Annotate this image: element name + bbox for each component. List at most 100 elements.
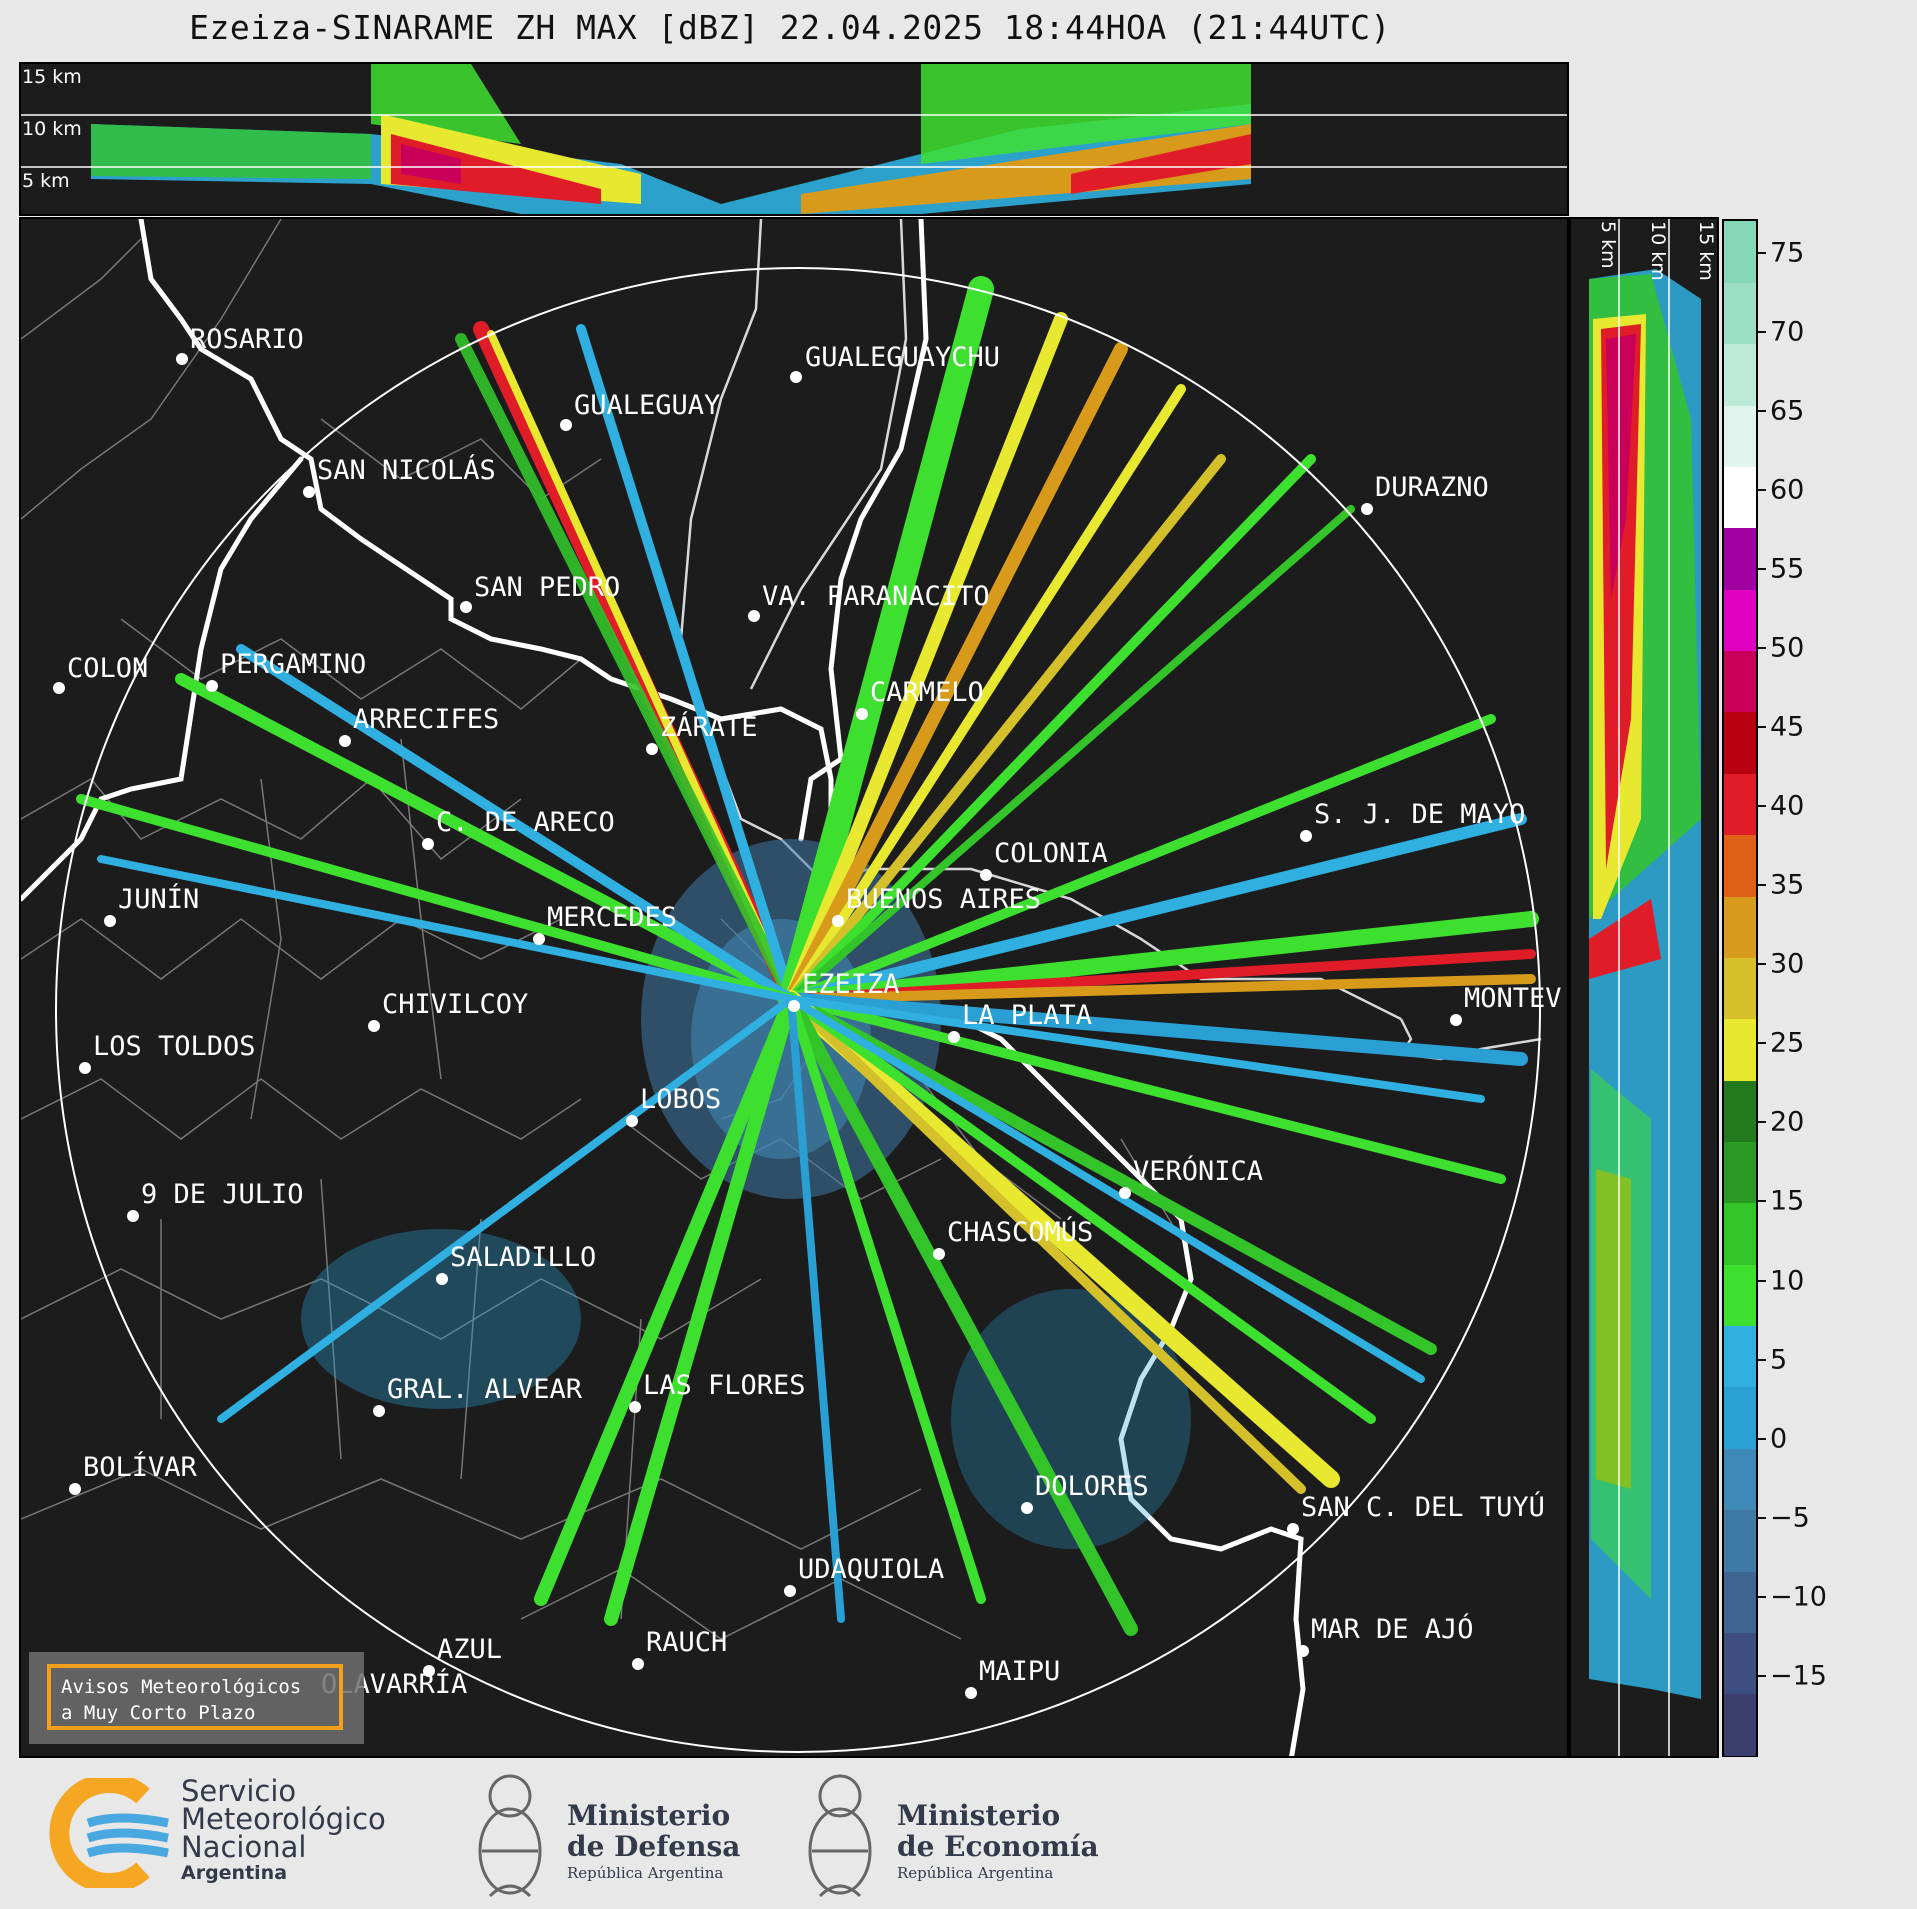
colorbar-tick-label: 30 (1770, 948, 1805, 980)
smn-logo-text: Servicio Meteorológico Nacional Argentin… (181, 1777, 386, 1885)
colorbar-tick-mark (1758, 567, 1766, 570)
city-label-gral-alvear: GRAL. ALVEAR (387, 1374, 583, 1405)
city-label-durazno: DURAZNO (1375, 472, 1489, 503)
colorbar-tick-mark (1758, 884, 1766, 887)
top-cross-section-plot (21, 64, 1567, 214)
defensa-logo-text: Ministerio de Defensa República Argentin… (567, 1800, 740, 1884)
colorbar-tick-mark (1758, 646, 1766, 649)
economia-line-2: de Economía (897, 1830, 1099, 1863)
city-label-azul: AZUL (437, 1634, 503, 1665)
colorbar-band (1724, 1264, 1756, 1327)
colorbar-band (1724, 1693, 1756, 1756)
colorbar-band (1724, 589, 1756, 652)
colorbar-band (1724, 1080, 1756, 1142)
top-cross-section: 15 km 10 km 5 km (19, 62, 1569, 216)
city-label-maipu: MAIPU (979, 1656, 1061, 1687)
colorbar-band (1724, 957, 1756, 1020)
smn-logo-icon (49, 1778, 169, 1888)
colorbar-tick-mark (1758, 409, 1766, 412)
colorbar-tick-mark (1758, 251, 1766, 254)
smn-line-2: Meteorológico (181, 1802, 386, 1836)
colorbar-tick-label: 40 (1770, 790, 1805, 822)
city-label-dolores: DOLORES (1035, 1471, 1149, 1502)
city-label-rosario: ROSARIO (190, 324, 304, 355)
colorbar-band (1724, 773, 1756, 836)
colorbar-tick-mark (1758, 488, 1766, 491)
colorbar-tick-label: 15 (1770, 1185, 1805, 1217)
city-label-san-nicolas: SAN NICOLÁS (317, 455, 496, 486)
side-height-label-5km: 5 km (1597, 221, 1619, 269)
colorbar-tick-label: 5 (1770, 1344, 1788, 1376)
city-label-rauch: RAUCH (646, 1627, 728, 1658)
city-label-pergamino: PERGAMINO (220, 649, 367, 680)
radar-map: ROSARIO GUALEGUAYCHU GUALEGUAY SAN NICOL… (19, 217, 1569, 1758)
height-label-5km: 5 km (22, 170, 70, 192)
city-label-chivilcoy: CHIVILCOY (382, 989, 529, 1020)
argentina-seal-icon-2 (808, 1774, 872, 1898)
city-label-san-c-del-tuyu: SAN C. DEL TUYÚ (1301, 1492, 1545, 1523)
colorbar-band (1724, 834, 1756, 897)
defensa-line-3: República Argentina (567, 1864, 724, 1882)
city-label-san-pedro: SAN PEDRO (474, 572, 621, 603)
colorbar-tick-mark (1758, 1437, 1766, 1440)
city-label-la-plata: LA PLATA (962, 1000, 1093, 1031)
city-label-las-flores: LAS FLORES (643, 1370, 806, 1401)
colorbar-tick-label: 75 (1770, 237, 1805, 269)
colorbar-tick-label: 50 (1770, 632, 1805, 664)
colorbar-band (1724, 650, 1756, 713)
colorbar-band (1724, 711, 1756, 774)
height-label-15km: 15 km (22, 66, 82, 88)
colorbar-tick-mark (1758, 1200, 1766, 1203)
colorbar-tick-mark (1758, 1516, 1766, 1519)
warning-badge-frame: Avisos Meteorológicos a Muy Corto Plazo (47, 1664, 343, 1730)
colorbar-tick-mark (1758, 1358, 1766, 1361)
colorbar-tick-label: 35 (1770, 869, 1805, 901)
city-markers (53, 353, 1462, 1699)
colorbar-band (1724, 1202, 1756, 1265)
radar-echoes (76, 276, 1539, 1636)
city-label-ezeiza: EZEIZA (802, 969, 900, 1000)
city-label-arrecifes: ARRECIFES (353, 704, 500, 735)
colorbar-tick-mark (1758, 330, 1766, 333)
smn-line-4: Argentina (181, 1862, 288, 1884)
colorbar-tick-mark (1758, 963, 1766, 966)
colorbar-band (1724, 343, 1756, 406)
colorbar-tick-mark (1758, 1279, 1766, 1282)
smn-line-3: Nacional (181, 1830, 307, 1864)
colorbar-tick-label: 10 (1770, 1265, 1805, 1297)
colorbar-tick-mark (1758, 1042, 1766, 1045)
city-label-mercedes: MERCEDES (547, 902, 678, 933)
colorbar-tick-label: 60 (1770, 474, 1805, 506)
warning-line-2: a Muy Corto Plazo (61, 1702, 256, 1724)
colorbar-band (1724, 1018, 1756, 1081)
colorbar-tick-label: −15 (1770, 1660, 1827, 1692)
colorbar-tick-label: −10 (1770, 1581, 1827, 1613)
colorbar-band (1724, 282, 1756, 345)
side-cross-section: 5 km 10 km 15 km (1569, 217, 1719, 1758)
city-label-zarate: ZÁRATE (660, 712, 758, 743)
colorbar-band (1724, 466, 1756, 529)
city-label-c-de-areco: C. DE ARECO (436, 807, 615, 838)
city-label-udaquiola: UDAQUIOLA (798, 1554, 945, 1585)
colorbar-band (1724, 405, 1756, 468)
colorbar-tick-mark (1758, 1595, 1766, 1598)
colorbar-tick-label: 55 (1770, 553, 1805, 585)
colorbar-band (1724, 1509, 1756, 1572)
colorbar-tick-label: 0 (1770, 1423, 1788, 1455)
colorbar-tick-mark (1758, 1674, 1766, 1677)
colorbar-band (1724, 1141, 1756, 1204)
map-title: Ezeiza-SINARAME ZH MAX [dBZ] 22.04.2025 … (189, 8, 1391, 47)
district-borders (21, 219, 1262, 1640)
colorbar-tick-label: 65 (1770, 395, 1805, 427)
warning-badge[interactable]: Avisos Meteorológicos a Muy Corto Plazo (29, 1652, 364, 1744)
colorbar-tick-label: 70 (1770, 316, 1805, 348)
city-label-saladillo: SALADILLO (450, 1242, 597, 1273)
argentina-seal-icon (478, 1774, 542, 1898)
city-label-va-paranacito: VA. PARANACITO (762, 581, 990, 612)
city-label-bolivar: BOLÍVAR (83, 1452, 197, 1483)
radar-map-plot (21, 219, 1542, 1756)
colorbar-band (1724, 527, 1756, 590)
city-label-lobos: LOBOS (640, 1084, 722, 1115)
colorbar-tick-label: 25 (1770, 1027, 1805, 1059)
city-label-colon: COLON (67, 653, 149, 684)
